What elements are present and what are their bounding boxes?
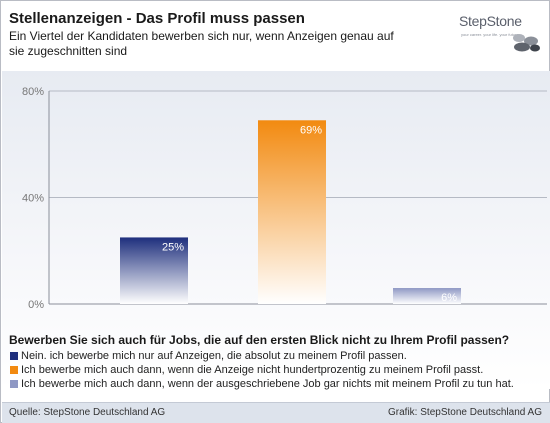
legend-label: Ich bewerbe mich auch dann, wenn der aus… <box>21 378 514 390</box>
logo-wordmark: StepStone <box>459 13 522 29</box>
legend-label: Nein. ich bewerbe mich nur auf Anzeigen,… <box>21 350 407 362</box>
logo-tagline: your career. your life. your future. <box>461 32 520 37</box>
bar <box>258 120 326 304</box>
footer-bar: Quelle: StepStone Deutschland AG Grafik:… <box>2 402 550 423</box>
chart-subtitle: Ein Viertel der Kandidaten bewerben sich… <box>9 29 394 58</box>
source-credit: Quelle: StepStone Deutschland AG <box>9 407 166 418</box>
y-tick-label: 40% <box>22 193 44 205</box>
plot-area: 0% 40% 80% 25% 69% 6% <box>2 71 550 389</box>
legend-item: Ich bewerbe mich auch dann, wenn die Anz… <box>10 363 545 377</box>
legend-swatch <box>10 380 18 388</box>
data-label: 69% <box>300 124 322 136</box>
bar <box>120 237 188 304</box>
graphic-credit: Grafik: StepStone Deutschland AG <box>388 407 542 418</box>
bar-chart: 0% 40% 80% 25% 69% 6% <box>22 86 547 311</box>
stepstone-logo: StepStone your career. your life. your f… <box>443 9 543 53</box>
legend: Nein. ich bewerbe mich nur auf Anzeigen,… <box>10 349 545 391</box>
bar <box>393 288 461 304</box>
stones-icon <box>513 34 540 52</box>
data-label: 6% <box>441 292 457 304</box>
legend-label: Ich bewerbe mich auch dann, wenn die Anz… <box>21 364 484 376</box>
chart-title: Stellenanzeigen - Das Profil muss passen <box>9 10 305 27</box>
y-tick-label: 0% <box>28 299 44 311</box>
survey-question: Bewerben Sie sich auch für Jobs, die auf… <box>9 333 510 347</box>
legend-item: Ich bewerbe mich auch dann, wenn der aus… <box>10 377 545 391</box>
legend-swatch <box>10 352 18 360</box>
legend-item: Nein. ich bewerbe mich nur auf Anzeigen,… <box>10 349 545 363</box>
legend-swatch <box>10 366 18 374</box>
y-tick-label: 80% <box>22 86 44 98</box>
data-label: 25% <box>162 241 184 253</box>
